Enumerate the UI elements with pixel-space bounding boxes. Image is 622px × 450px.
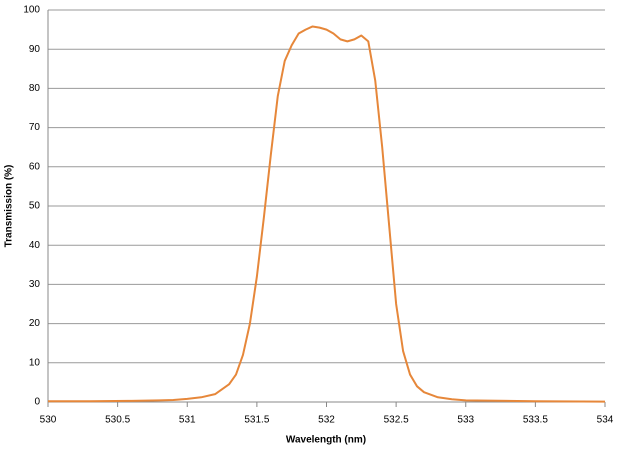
- x-axis-title: Wavelength (nm): [286, 435, 366, 446]
- x-tick-label: 533: [457, 415, 474, 426]
- x-tick-label: 532.5: [384, 415, 409, 426]
- x-tick-label: 534: [597, 415, 614, 426]
- y-tick-label: 20: [29, 318, 41, 329]
- x-tick-label: 533.5: [523, 415, 548, 426]
- y-tick-label: 80: [29, 83, 41, 94]
- y-tick-label: 50: [29, 201, 41, 212]
- data-line: [48, 25, 606, 403]
- y-tick-label: 30: [29, 279, 41, 290]
- x-tick-label: 532: [318, 415, 335, 426]
- y-axis-title: Transmission (%): [4, 165, 15, 248]
- x-tick-label: 531.5: [244, 415, 269, 426]
- y-tick-label: 0: [34, 397, 40, 408]
- x-tick-label: 530: [40, 415, 57, 426]
- y-tick-label: 100: [23, 5, 40, 16]
- y-tick-label: 10: [29, 357, 41, 368]
- y-tick-label: 70: [29, 122, 41, 133]
- x-tick-label: 530.5: [105, 415, 130, 426]
- x-tick-label: 531: [179, 415, 196, 426]
- y-tick-label: 90: [29, 44, 41, 55]
- y-tick-label: 60: [29, 161, 41, 172]
- y-tick-label: 40: [29, 240, 41, 251]
